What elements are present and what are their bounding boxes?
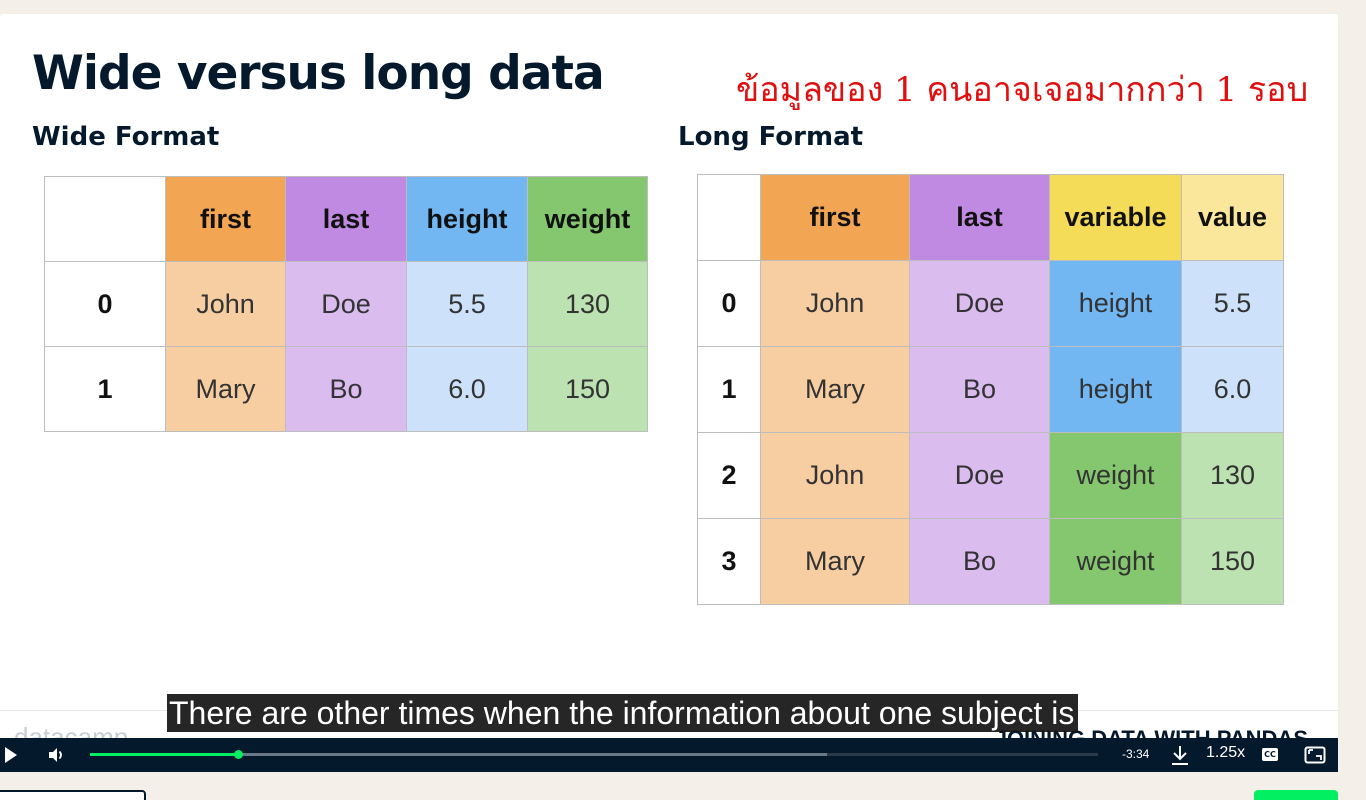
- table-header-cell: first: [165, 176, 286, 262]
- table-header-row: first last height weight: [44, 176, 648, 262]
- wide-format-heading: Wide Format: [32, 122, 220, 152]
- primary-action-button[interactable]: [1254, 790, 1338, 800]
- scrubber-handle[interactable]: [234, 750, 244, 759]
- table-cell: Bo: [285, 346, 407, 432]
- table-cell: Mary: [165, 346, 286, 432]
- buffered-range: [90, 753, 827, 756]
- row-index-cell: 1: [44, 346, 166, 432]
- table-cell: 150: [1181, 518, 1284, 605]
- table-header-cell: variable: [1049, 174, 1182, 261]
- table-cell: Mary: [760, 518, 910, 605]
- table-cell: Mary: [760, 346, 910, 433]
- long-format-heading: Long Format: [678, 122, 864, 152]
- row-index-cell: 0: [697, 260, 761, 347]
- playback-speed-button[interactable]: 1.25x: [1206, 744, 1246, 761]
- table-header-cell: last: [285, 176, 407, 262]
- table-cell: Bo: [909, 518, 1050, 605]
- table-cell: Doe: [909, 260, 1050, 347]
- closed-captions-icon[interactable]: CC: [1262, 748, 1278, 761]
- wide-format-table: first last height weight 0 John Doe 5.5 …: [44, 176, 648, 432]
- secondary-action-button[interactable]: [0, 790, 146, 800]
- video-controls-bar: -3:34 1.25x CC: [0, 738, 1338, 772]
- table-cell: 6.0: [406, 346, 528, 432]
- table-cell: 130: [527, 261, 648, 347]
- subtitle-caption: There are other times when the informati…: [167, 694, 1079, 732]
- table-cell: weight: [1049, 518, 1182, 605]
- table-row: 0 John Doe 5.5 130: [44, 261, 648, 347]
- time-remaining: -3:34: [1122, 747, 1150, 761]
- fullscreen-icon[interactable]: [1304, 746, 1326, 764]
- table-cell: height: [1049, 346, 1182, 433]
- table-row: 2 John Doe weight 130: [697, 432, 1284, 519]
- table-cell: John: [760, 432, 910, 519]
- annotation-text: ข้อมูลของ 1 คนอาจเจอมากกว่า 1 รอบ: [736, 70, 1309, 110]
- table-cell: weight: [1049, 432, 1182, 519]
- table-header-cell: last: [909, 174, 1050, 261]
- table-cell: Doe: [285, 261, 407, 347]
- played-range: [90, 753, 239, 756]
- table-cell: height: [1049, 260, 1182, 347]
- table-cell: 5.5: [406, 261, 528, 347]
- table-header-cell: [697, 174, 761, 261]
- table-header-cell: weight: [527, 176, 648, 262]
- table-cell: John: [165, 261, 286, 347]
- table-cell: Doe: [909, 432, 1050, 519]
- table-row: 3 Mary Bo weight 150: [697, 518, 1284, 605]
- table-header-row: first last variable value: [697, 174, 1284, 261]
- table-header-cell: [44, 176, 166, 262]
- table-row: 0 John Doe height 5.5: [697, 260, 1284, 347]
- table-header-cell: value: [1181, 174, 1284, 261]
- row-index-cell: 0: [44, 261, 166, 347]
- table-cell: 150: [527, 346, 648, 432]
- play-icon[interactable]: [5, 747, 17, 763]
- row-index-cell: 2: [697, 432, 761, 519]
- volume-icon[interactable]: [46, 745, 66, 765]
- row-index-cell: 3: [697, 518, 761, 605]
- table-cell: 130: [1181, 432, 1284, 519]
- table-row: 1 Mary Bo height 6.0: [697, 346, 1284, 433]
- slide-title: Wide versus long data: [32, 46, 605, 101]
- progress-bar[interactable]: [90, 750, 1098, 759]
- table-cell: Bo: [909, 346, 1050, 433]
- download-icon[interactable]: [1170, 744, 1190, 766]
- slide: Wide versus long data ข้อมูลของ 1 คนอาจเ…: [0, 14, 1338, 772]
- table-cell: John: [760, 260, 910, 347]
- table-cell: 5.5: [1181, 260, 1284, 347]
- table-cell: 6.0: [1181, 346, 1284, 433]
- table-header-cell: first: [760, 174, 910, 261]
- table-header-cell: height: [406, 176, 528, 262]
- row-index-cell: 1: [697, 346, 761, 433]
- table-row: 1 Mary Bo 6.0 150: [44, 346, 648, 432]
- long-format-table: first last variable value 0 John Doe hei…: [697, 174, 1284, 605]
